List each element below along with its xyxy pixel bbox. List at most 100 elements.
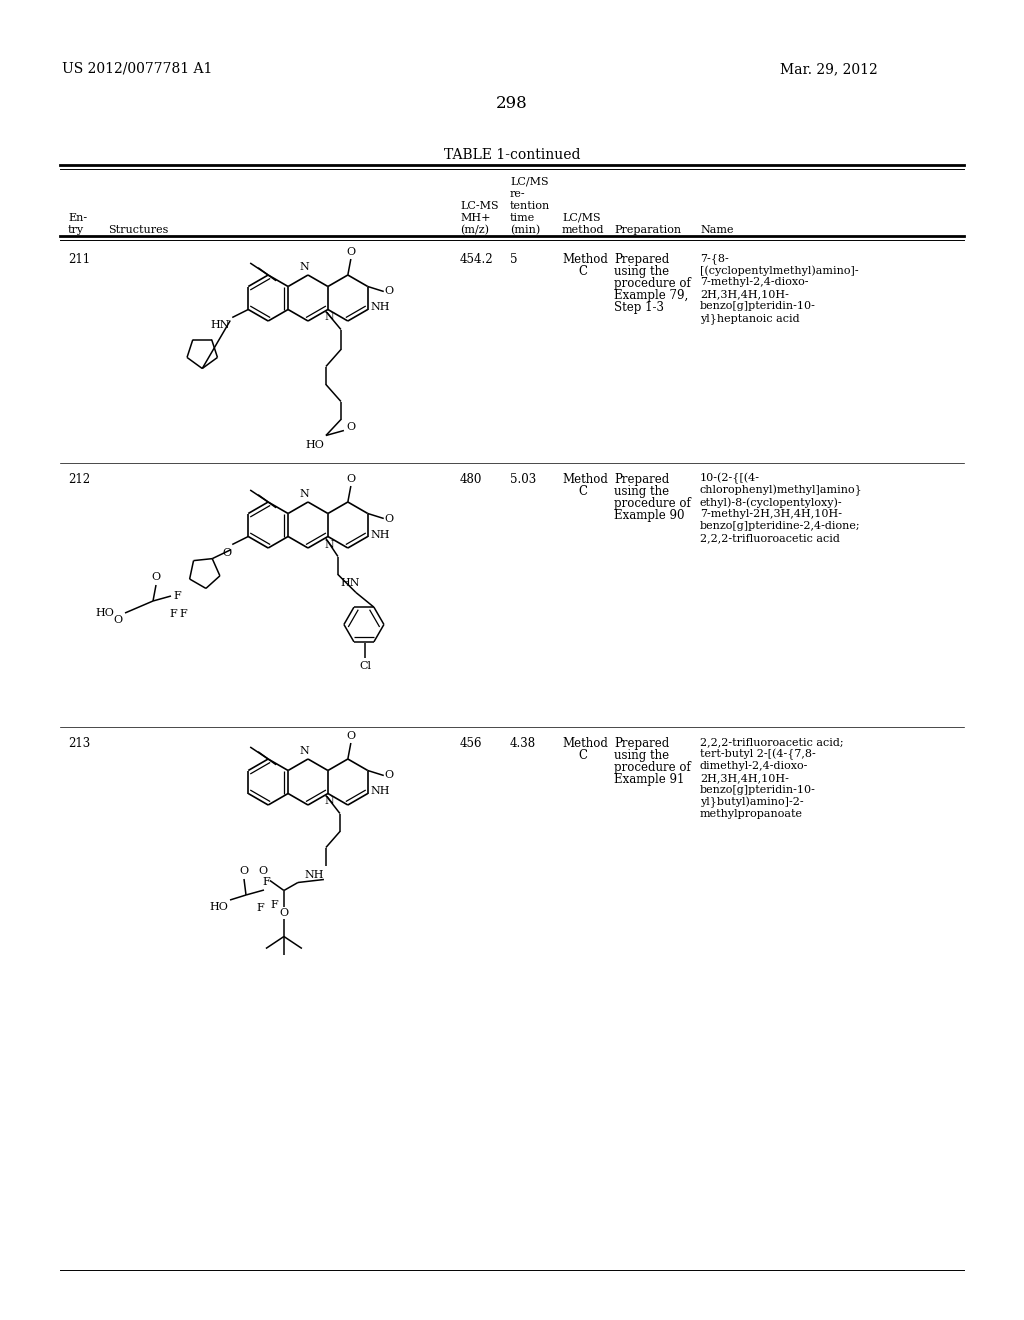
Text: US 2012/0077781 A1: US 2012/0077781 A1 [62, 62, 212, 77]
Text: ethyl)-8-(cyclopentyloxy)-: ethyl)-8-(cyclopentyloxy)- [700, 498, 843, 508]
Text: F: F [173, 591, 181, 601]
Text: using the: using the [614, 748, 669, 762]
Text: O: O [240, 866, 249, 876]
Text: N: N [324, 540, 334, 549]
Text: F: F [179, 609, 186, 619]
Text: LC/MS: LC/MS [510, 177, 549, 187]
Text: Example 90: Example 90 [614, 510, 684, 521]
Text: chlorophenyl)methyl]amino}: chlorophenyl)methyl]amino} [700, 484, 863, 496]
Text: HO: HO [209, 902, 228, 912]
Text: 212: 212 [68, 473, 90, 486]
Text: C: C [578, 748, 587, 762]
Text: TABLE 1-continued: TABLE 1-continued [443, 148, 581, 162]
Text: Structures: Structures [108, 224, 168, 235]
Text: HO: HO [305, 440, 324, 450]
Text: re-: re- [510, 189, 525, 199]
Text: LC-MS: LC-MS [460, 201, 499, 211]
Text: 7-methyl-2,4-dioxo-: 7-methyl-2,4-dioxo- [700, 277, 809, 286]
Text: O: O [385, 513, 394, 524]
Text: Preparation: Preparation [614, 224, 681, 235]
Text: (min): (min) [510, 224, 541, 235]
Text: O: O [152, 572, 161, 582]
Text: dimethyl-2,4-dioxo-: dimethyl-2,4-dioxo- [700, 762, 808, 771]
Text: tert-butyl 2-[(4-{7,8-: tert-butyl 2-[(4-{7,8- [700, 748, 816, 760]
Text: (m/z): (m/z) [460, 224, 489, 235]
Text: 213: 213 [68, 737, 90, 750]
Text: Name: Name [700, 224, 733, 235]
Text: procedure of: procedure of [614, 498, 691, 510]
Text: tention: tention [510, 201, 550, 211]
Text: O: O [280, 908, 289, 919]
Text: O: O [346, 247, 355, 257]
Text: O: O [385, 771, 394, 780]
Text: 4.38: 4.38 [510, 737, 537, 750]
Text: Example 79,: Example 79, [614, 289, 688, 302]
Text: benzo[g]pteridin-10-: benzo[g]pteridin-10- [700, 301, 816, 312]
Text: 2H,3H,4H,10H-: 2H,3H,4H,10H- [700, 774, 788, 783]
Text: C: C [578, 265, 587, 279]
Text: LC/MS: LC/MS [562, 213, 601, 223]
Text: HN: HN [211, 321, 230, 330]
Text: benzo[g]pteridine-2,4-dione;: benzo[g]pteridine-2,4-dione; [700, 521, 860, 531]
Text: Cl: Cl [359, 661, 371, 671]
Text: 10-(2-{[(4-: 10-(2-{[(4- [700, 473, 760, 484]
Text: O: O [346, 421, 355, 432]
Text: 5.03: 5.03 [510, 473, 537, 486]
Text: 5: 5 [510, 253, 517, 267]
Text: NH: NH [371, 787, 390, 796]
Text: method: method [562, 224, 604, 235]
Text: procedure of: procedure of [614, 277, 691, 290]
Text: Method: Method [562, 253, 608, 267]
Text: MH+: MH+ [460, 213, 490, 223]
Text: O: O [385, 286, 394, 297]
Text: 480: 480 [460, 473, 482, 486]
Text: O: O [259, 866, 268, 876]
Text: Step 1-3: Step 1-3 [614, 301, 664, 314]
Text: yl}heptanoic acid: yl}heptanoic acid [700, 313, 800, 323]
Text: 298: 298 [496, 95, 528, 112]
Text: time: time [510, 213, 536, 223]
Text: O: O [222, 548, 231, 557]
Text: F: F [262, 876, 269, 887]
Text: Prepared: Prepared [614, 473, 670, 486]
Text: methylpropanoate: methylpropanoate [700, 809, 803, 818]
Text: Prepared: Prepared [614, 737, 670, 750]
Text: 2H,3H,4H,10H-: 2H,3H,4H,10H- [700, 289, 788, 300]
Text: 211: 211 [68, 253, 90, 267]
Text: O: O [114, 615, 123, 624]
Text: En-: En- [68, 213, 87, 223]
Text: 2,2,2-trifluoroacetic acid: 2,2,2-trifluoroacetic acid [700, 533, 840, 543]
Text: HN: HN [340, 578, 359, 587]
Text: F: F [270, 900, 278, 909]
Text: C: C [578, 484, 587, 498]
Text: using the: using the [614, 484, 669, 498]
Text: NH: NH [371, 529, 390, 540]
Text: Mar. 29, 2012: Mar. 29, 2012 [780, 62, 878, 77]
Text: O: O [346, 731, 355, 741]
Text: 454.2: 454.2 [460, 253, 494, 267]
Text: Method: Method [562, 473, 608, 486]
Text: N: N [299, 261, 309, 272]
Text: O: O [346, 474, 355, 484]
Text: F: F [169, 609, 177, 619]
Text: 2,2,2-trifluoroacetic acid;: 2,2,2-trifluoroacetic acid; [700, 737, 844, 747]
Text: N: N [299, 488, 309, 499]
Text: [(cyclopentylmethyl)amino]-: [(cyclopentylmethyl)amino]- [700, 265, 859, 276]
Text: Method: Method [562, 737, 608, 750]
Text: using the: using the [614, 265, 669, 279]
Text: 7-methyl-2H,3H,4H,10H-: 7-methyl-2H,3H,4H,10H- [700, 510, 842, 519]
Text: Example 91: Example 91 [614, 774, 684, 785]
Text: Prepared: Prepared [614, 253, 670, 267]
Text: 456: 456 [460, 737, 482, 750]
Text: HO: HO [95, 609, 115, 618]
Text: NH: NH [371, 302, 390, 313]
Text: try: try [68, 224, 84, 235]
Text: F: F [256, 903, 264, 913]
Text: NH: NH [304, 870, 324, 880]
Text: N: N [299, 746, 309, 756]
Text: 7-{8-: 7-{8- [700, 253, 729, 264]
Text: benzo[g]pteridin-10-: benzo[g]pteridin-10- [700, 785, 816, 795]
Text: yl}butyl)amino]-2-: yl}butyl)amino]-2- [700, 797, 804, 808]
Text: N: N [324, 313, 334, 322]
Text: N: N [324, 796, 334, 807]
